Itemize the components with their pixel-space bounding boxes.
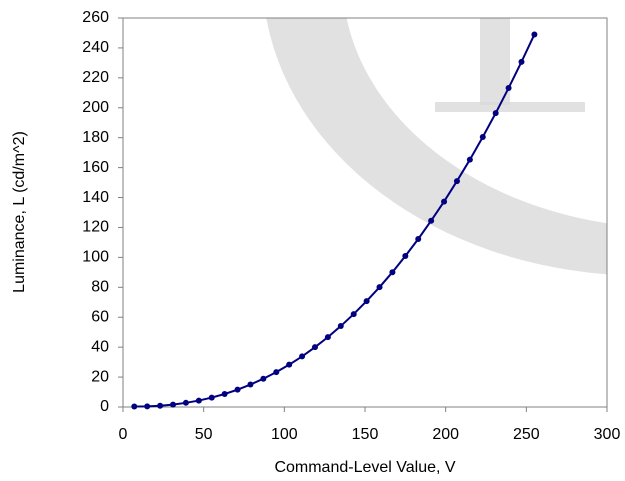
data-point: [144, 403, 151, 410]
y-tick-label: 200: [82, 99, 109, 116]
data-point: [311, 344, 318, 351]
watermark: [266, 18, 607, 275]
y-tick-label: 40: [91, 338, 109, 355]
data-point: [531, 31, 538, 38]
y-tick-label: 120: [82, 219, 109, 236]
data-point: [389, 269, 396, 276]
y-tick-label: 100: [82, 249, 109, 266]
data-point: [350, 311, 357, 318]
data-point: [402, 253, 409, 260]
y-tick-label: 140: [82, 189, 109, 206]
data-point: [441, 198, 448, 205]
data-point: [428, 217, 435, 224]
y-axis-label: Luminance, L (cd/m^2): [11, 131, 28, 293]
data-point: [363, 298, 370, 305]
x-axis-label: Command-Level Value, V: [274, 459, 455, 476]
data-point: [299, 353, 306, 360]
data-point: [492, 110, 499, 117]
data-point: [505, 85, 512, 92]
data-point: [131, 403, 138, 410]
data-point: [195, 397, 202, 404]
data-point: [324, 334, 331, 341]
x-tick-label: 50: [195, 426, 213, 443]
data-point: [208, 394, 215, 401]
data-point: [182, 399, 189, 406]
data-point: [337, 323, 344, 330]
y-tick-label: 20: [91, 368, 109, 385]
data-point: [466, 156, 473, 163]
x-tick-label: 250: [513, 426, 540, 443]
watermark-arc: [266, 18, 607, 275]
data-point: [260, 375, 267, 382]
x-tick-label: 300: [594, 426, 621, 443]
x-tick-label: 200: [432, 426, 459, 443]
y-tick-label: 220: [82, 69, 109, 86]
data-point: [453, 178, 460, 185]
data-point: [286, 361, 293, 368]
data-point: [247, 381, 254, 388]
y-tick-label: 160: [82, 159, 109, 176]
data-point: [273, 369, 280, 376]
data-point: [415, 235, 422, 242]
data-point: [376, 284, 383, 291]
data-point: [221, 390, 228, 397]
data-point: [518, 58, 525, 65]
y-tick-label: 240: [82, 39, 109, 56]
watermark-stem: [480, 18, 510, 105]
x-tick-label: 100: [271, 426, 298, 443]
x-tick-label: 150: [352, 426, 379, 443]
y-tick-label: 80: [91, 279, 109, 296]
watermark-foot: [435, 102, 585, 112]
y-tick-label: 260: [82, 9, 109, 26]
x-tick-label: 0: [119, 426, 128, 443]
y-tick-label: 60: [91, 308, 109, 325]
data-point: [234, 386, 241, 393]
y-tick-label: 180: [82, 129, 109, 146]
data-point: [157, 402, 164, 409]
y-tick-label: 0: [100, 398, 109, 415]
data-point: [170, 401, 177, 408]
data-point: [479, 133, 486, 140]
